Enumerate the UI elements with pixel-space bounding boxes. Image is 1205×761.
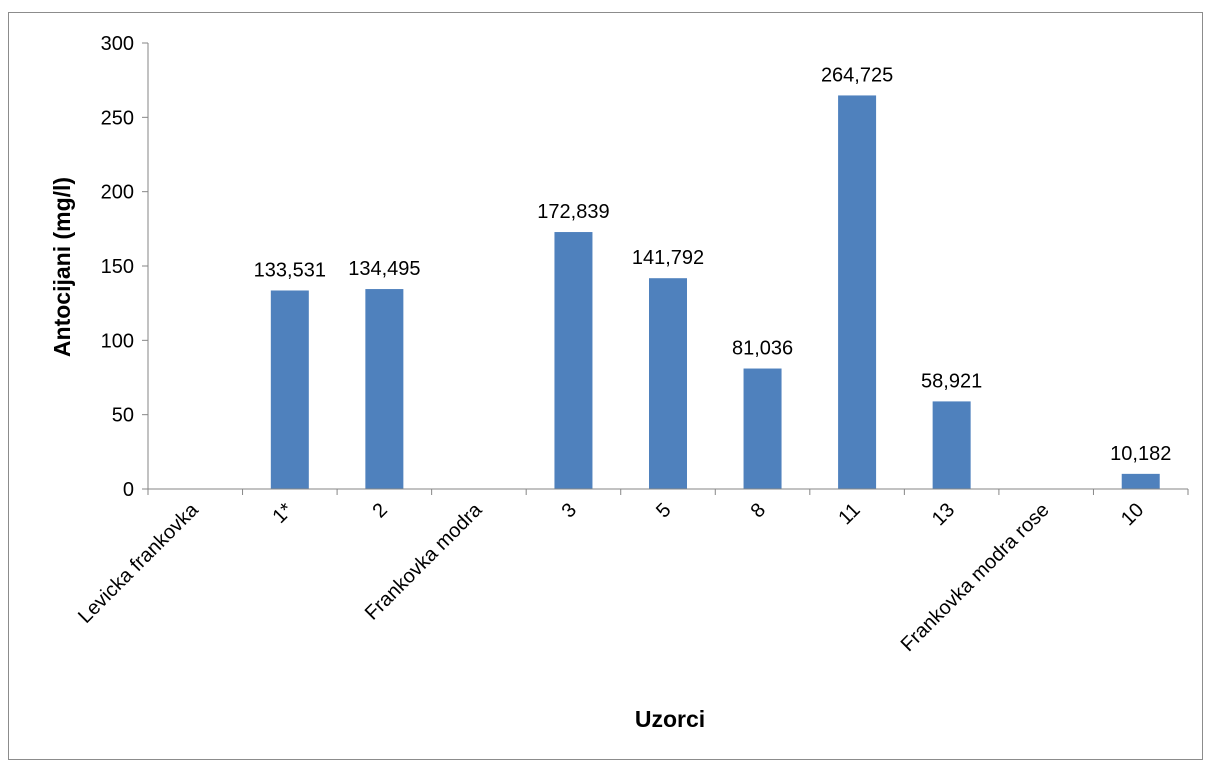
x-tick-label: 11 [834,499,864,529]
data-label: 134,495 [348,258,420,280]
x-tick-label: 8 [747,499,770,522]
x-tick-label: Frankovka modra rose [897,499,1054,656]
y-tick-label: 150 [101,256,134,278]
data-label: 172,839 [537,201,609,223]
chart-frame [8,12,1203,760]
bar [932,401,971,489]
bars [270,95,1160,489]
bar [838,95,877,489]
data-label: 58,921 [921,370,982,392]
bar [649,278,687,489]
y-tick-label: 300 [101,33,134,55]
y-tick-label: 0 [123,479,134,501]
data-labels: 133,531 134,495 172,839 141,792 81,036 264,72… [254,64,1172,464]
x-tick-label: Levicka frankovka [74,498,203,627]
data-label: 141,792 [632,247,704,269]
y-tick-label: 200 [101,182,134,204]
bar [743,368,782,489]
bar [270,290,309,489]
y-tick-label: 250 [101,107,134,129]
data-label: 81,036 [732,338,793,360]
y-axis-ticks: 0 50 100 150 200 250 300 [101,33,148,501]
data-label: 133,531 [254,259,326,281]
x-tick-label: 3 [558,499,581,522]
data-label: 264,725 [821,64,893,86]
y-tick-label: 50 [112,405,134,427]
x-tick-label: 10 [1117,499,1148,530]
x-tick-label: 1* [268,499,297,528]
y-tick-label: 100 [101,330,134,352]
x-tick-label: 5 [652,499,675,522]
axes [147,43,1188,490]
y-axis-title: Antocijani (mg/l) [49,177,75,357]
bar [365,289,404,489]
x-tick-label: 13 [928,499,959,530]
x-axis-title: Uzorci [635,706,705,732]
data-label: 10,182 [1110,443,1171,465]
bar [554,232,593,489]
x-tick-label: 2 [368,499,391,522]
bar [1121,473,1160,489]
